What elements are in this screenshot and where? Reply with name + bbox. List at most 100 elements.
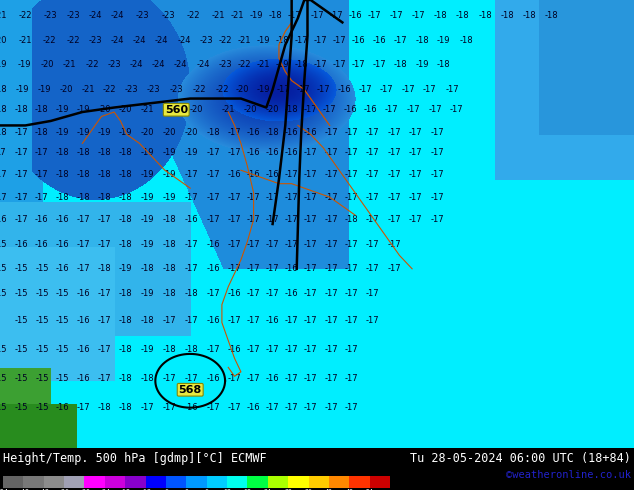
Text: -17: -17 xyxy=(266,264,280,273)
Text: -19: -19 xyxy=(140,240,154,248)
Text: -42: -42 xyxy=(38,489,49,490)
Bar xyxy=(349,476,370,488)
Text: -17: -17 xyxy=(366,148,380,157)
Text: Tu 28-05-2024 06:00 UTC (18+84): Tu 28-05-2024 06:00 UTC (18+84) xyxy=(410,452,631,465)
Text: -24: -24 xyxy=(177,36,191,45)
Bar xyxy=(44,476,64,488)
Text: -17: -17 xyxy=(184,264,198,273)
Text: -20: -20 xyxy=(0,36,7,45)
Text: -17: -17 xyxy=(385,105,399,114)
Text: -17: -17 xyxy=(329,11,343,20)
Text: -17: -17 xyxy=(304,240,318,248)
Text: -17: -17 xyxy=(247,316,261,325)
Text: -16: -16 xyxy=(228,170,242,179)
Text: -16: -16 xyxy=(207,240,221,248)
Text: -17: -17 xyxy=(184,193,198,201)
Text: -24: -24 xyxy=(99,489,111,490)
Text: -17: -17 xyxy=(394,36,408,45)
Text: -17: -17 xyxy=(207,403,221,412)
Text: -17: -17 xyxy=(389,11,403,20)
Text: -16: -16 xyxy=(266,374,280,383)
Text: -19: -19 xyxy=(250,11,264,20)
Text: -16: -16 xyxy=(207,374,221,383)
Text: -20: -20 xyxy=(190,105,204,114)
Text: -19: -19 xyxy=(56,128,70,137)
Text: -18: -18 xyxy=(56,193,70,201)
Text: -20: -20 xyxy=(140,128,154,137)
Text: -17: -17 xyxy=(266,403,280,412)
Text: -22: -22 xyxy=(186,11,200,20)
Text: -23: -23 xyxy=(169,85,183,94)
Text: -18: -18 xyxy=(119,345,133,354)
Text: -17: -17 xyxy=(366,240,380,248)
Text: -19: -19 xyxy=(184,148,198,157)
Text: -17: -17 xyxy=(266,289,280,298)
Text: -17: -17 xyxy=(228,316,242,325)
Text: -17: -17 xyxy=(98,215,112,224)
Text: -18: -18 xyxy=(119,403,133,412)
Text: -17: -17 xyxy=(140,403,154,412)
Text: -16: -16 xyxy=(266,148,280,157)
Text: -22: -22 xyxy=(66,36,80,45)
Text: -16: -16 xyxy=(337,85,351,94)
Text: -17: -17 xyxy=(247,193,261,201)
Bar xyxy=(370,476,390,488)
Text: -20: -20 xyxy=(184,128,198,137)
Text: -15: -15 xyxy=(14,264,28,273)
Text: -16: -16 xyxy=(184,215,198,224)
Text: -24: -24 xyxy=(88,11,102,20)
Text: -23: -23 xyxy=(88,36,102,45)
Text: -16: -16 xyxy=(207,264,221,273)
Bar xyxy=(23,476,44,488)
Text: -18: -18 xyxy=(545,11,559,20)
Text: -17: -17 xyxy=(345,193,359,201)
Text: -15: -15 xyxy=(56,374,70,383)
Bar xyxy=(125,476,146,488)
Text: -15: -15 xyxy=(14,289,28,298)
Text: -16: -16 xyxy=(247,148,261,157)
Text: -18: -18 xyxy=(14,105,28,114)
Text: -19: -19 xyxy=(162,193,176,201)
Text: -18: -18 xyxy=(140,264,154,273)
Text: -16: -16 xyxy=(247,170,261,179)
Text: -17: -17 xyxy=(266,240,280,248)
Text: -17: -17 xyxy=(285,193,299,201)
Text: -17: -17 xyxy=(228,240,242,248)
Text: -16: -16 xyxy=(266,170,280,179)
Text: -18: -18 xyxy=(162,345,176,354)
Text: -17: -17 xyxy=(332,60,346,70)
Text: -17: -17 xyxy=(313,60,327,70)
Text: -15: -15 xyxy=(0,345,7,354)
Text: -19: -19 xyxy=(119,264,133,273)
Text: -18: -18 xyxy=(119,148,133,157)
Text: -19: -19 xyxy=(0,60,7,70)
Text: -17: -17 xyxy=(423,85,437,94)
Text: -23: -23 xyxy=(161,11,175,20)
Text: -16: -16 xyxy=(35,215,49,224)
Text: -17: -17 xyxy=(228,403,242,412)
Text: -18: -18 xyxy=(207,128,221,137)
Text: -17: -17 xyxy=(266,345,280,354)
Text: -54: -54 xyxy=(0,489,9,490)
Text: -18: -18 xyxy=(0,128,7,137)
Text: -17: -17 xyxy=(35,193,49,201)
Text: -17: -17 xyxy=(207,193,221,201)
Text: -17: -17 xyxy=(184,240,198,248)
Text: -19: -19 xyxy=(162,170,176,179)
Bar xyxy=(64,476,84,488)
Text: -18: -18 xyxy=(459,36,473,45)
Text: -23: -23 xyxy=(146,85,160,94)
Text: -21: -21 xyxy=(237,36,251,45)
Text: -17: -17 xyxy=(316,85,330,94)
Text: -16: -16 xyxy=(285,148,299,157)
Text: 36: 36 xyxy=(304,489,313,490)
Text: -16: -16 xyxy=(228,289,242,298)
Text: -18: -18 xyxy=(500,11,514,20)
Text: -17: -17 xyxy=(184,316,198,325)
Text: -17: -17 xyxy=(247,240,261,248)
Text: -18: -18 xyxy=(98,264,112,273)
Text: -17: -17 xyxy=(98,289,112,298)
Text: -16: -16 xyxy=(364,105,378,114)
Text: -18: -18 xyxy=(162,264,176,273)
Text: -17: -17 xyxy=(304,289,318,298)
